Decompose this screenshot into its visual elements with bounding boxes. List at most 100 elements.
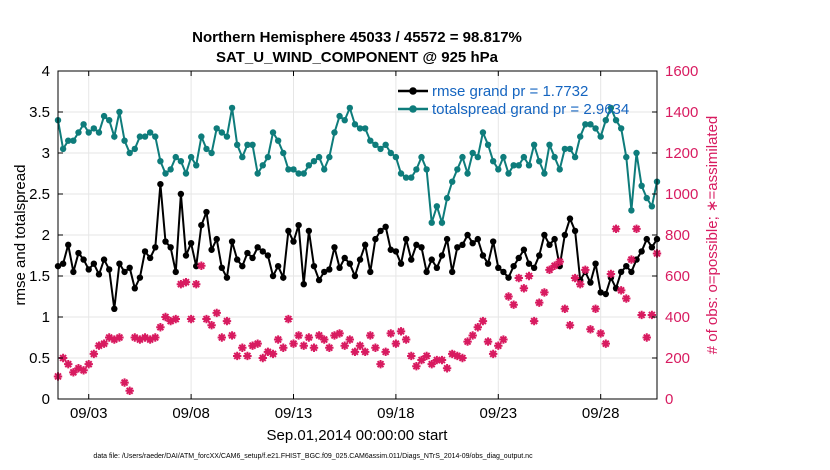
- obs-marker: [273, 335, 283, 344]
- data-point: [310, 158, 318, 165]
- x-tick-label: 09/23: [480, 405, 518, 422]
- data-point: [305, 227, 313, 235]
- data-point: [607, 104, 615, 112]
- data-point: [244, 249, 251, 257]
- obs-marker: [560, 304, 570, 313]
- data-point: [228, 238, 236, 245]
- x-axis-ticks: 09/03 09/08 09/13 09/18 09/23 09/28: [70, 71, 620, 422]
- y-tick-label: 3.5: [29, 104, 50, 121]
- obs-marker: [355, 341, 365, 350]
- data-point: [126, 264, 133, 271]
- data-point: [239, 262, 246, 270]
- obs-marker: [243, 351, 252, 361]
- data-point: [525, 260, 533, 267]
- obs-marker: [570, 273, 580, 283]
- obs-marker: [289, 339, 298, 348]
- data-point: [633, 149, 640, 157]
- data-point: [525, 162, 533, 169]
- data-point: [331, 244, 338, 251]
- obs-marker: [483, 337, 493, 346]
- data-point: [228, 104, 236, 112]
- data-point: [100, 112, 108, 120]
- data-point: [152, 133, 159, 140]
- data-point: [141, 248, 149, 255]
- data-point: [556, 166, 563, 173]
- obs-marker: [576, 280, 585, 289]
- data-point: [361, 125, 369, 132]
- data-point: [643, 194, 650, 202]
- obs-marker: [166, 316, 175, 326]
- obs-marker: [232, 351, 242, 361]
- obs-marker: [217, 333, 227, 342]
- obs-marker: [192, 280, 201, 289]
- data-point: [520, 246, 528, 253]
- data-point: [602, 117, 610, 124]
- data-point: [566, 215, 574, 222]
- data-file-footnote: data file: /Users/raeder/DAI/ATM_forcXX/…: [93, 453, 533, 460]
- data-point: [387, 246, 394, 253]
- data-point: [249, 141, 256, 148]
- data-point: [146, 129, 154, 136]
- obs-marker: [320, 335, 329, 344]
- data-point: [459, 241, 466, 249]
- data-point: [623, 153, 630, 161]
- data-point: [484, 260, 492, 267]
- y-tick-label: 2.5: [29, 186, 50, 203]
- obs-marker: [171, 314, 180, 324]
- obs-marker: [227, 331, 237, 340]
- data-point: [505, 170, 512, 177]
- right-axis-ticks: 0 200 400 600 800 1000 1200 1400 1600: [652, 63, 698, 408]
- data-point: [193, 162, 200, 169]
- obs-marker: [258, 353, 267, 363]
- data-point: [90, 125, 98, 132]
- data-point: [254, 170, 261, 177]
- obs-marker: [207, 321, 216, 330]
- data-point: [198, 133, 205, 140]
- obs-marker: [350, 347, 360, 357]
- obs-marker: [64, 359, 73, 369]
- data-point: [295, 221, 302, 229]
- data-point: [643, 235, 650, 243]
- data-point: [566, 145, 574, 153]
- data-point: [510, 262, 517, 270]
- obs-marker: [94, 341, 104, 350]
- data-point: [382, 223, 389, 230]
- y-right-tick-label: 1600: [665, 63, 698, 80]
- data-point: [372, 235, 379, 243]
- data-point: [449, 268, 456, 276]
- data-point: [443, 235, 451, 243]
- data-point: [515, 254, 522, 262]
- data-point: [484, 141, 492, 148]
- y-tick-label: 2: [42, 227, 50, 244]
- data-point: [464, 231, 471, 239]
- data-point: [479, 252, 487, 259]
- x-tick-label: 09/28: [582, 405, 620, 422]
- data-point: [464, 170, 471, 177]
- data-point: [198, 221, 205, 229]
- obs-marker: [176, 280, 186, 289]
- data-point: [264, 252, 272, 259]
- obs-marker: [627, 255, 636, 264]
- obs-marker: [622, 294, 631, 303]
- obs-marker: [314, 331, 324, 340]
- data-point: [356, 256, 364, 263]
- series-line: [57, 184, 658, 309]
- data-point: [602, 290, 610, 298]
- obs-marker: [84, 359, 93, 369]
- data-point: [597, 133, 604, 140]
- obs-marker: [105, 333, 114, 342]
- data-point: [280, 149, 287, 157]
- obs-marker: [632, 224, 641, 234]
- data-point: [75, 129, 82, 136]
- obs-marker: [427, 359, 436, 369]
- obs-marker: [89, 349, 99, 359]
- obs-marker: [586, 325, 595, 334]
- data-point: [208, 149, 215, 157]
- obs-marker: [376, 359, 385, 369]
- data-point: [382, 141, 389, 148]
- data-point: [423, 268, 430, 276]
- obs-marker: [386, 329, 395, 338]
- data-point: [300, 281, 307, 288]
- data-point: [193, 262, 200, 270]
